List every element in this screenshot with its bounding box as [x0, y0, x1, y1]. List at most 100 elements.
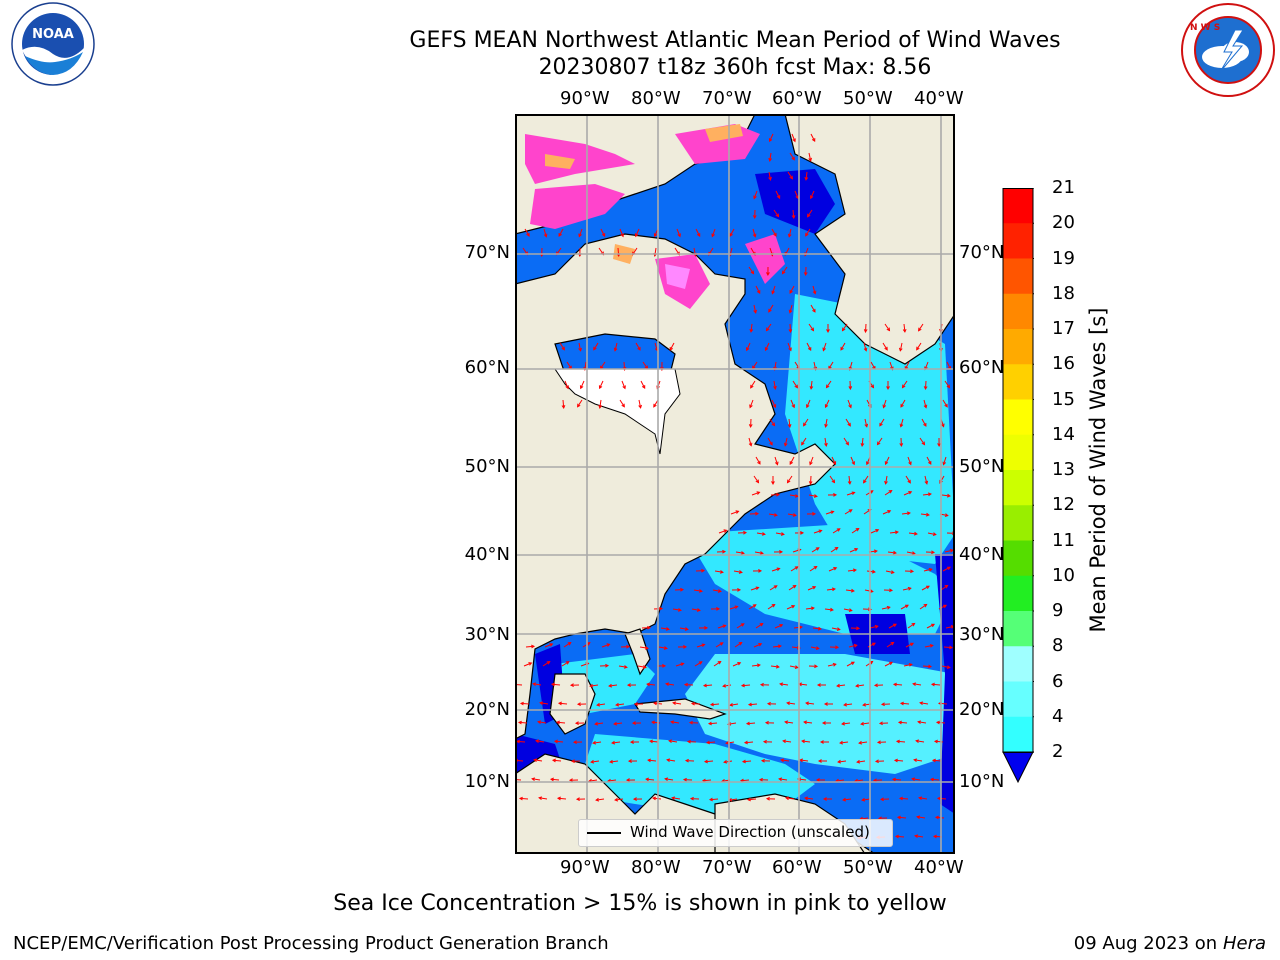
direction-arrowhead [929, 644, 934, 648]
direction-arrowhead [752, 215, 757, 220]
direction-arrow [867, 642, 876, 648]
direction-arrow [921, 418, 927, 427]
direction-arrowhead [645, 777, 649, 782]
direction-arrow [748, 703, 758, 706]
direction-arrow [740, 779, 750, 782]
direction-arrow [711, 228, 716, 237]
direction-arrow [824, 608, 833, 611]
direction-arrow [610, 760, 619, 763]
direction-arrow [831, 627, 840, 631]
direction-arrow [601, 643, 610, 648]
colorbar-svg [1002, 187, 1034, 784]
direction-arrowhead [942, 461, 947, 466]
direction-arrow [837, 684, 846, 687]
direction-arrowhead [688, 720, 693, 725]
direction-arrowhead [853, 643, 858, 648]
direction-arrow [905, 642, 914, 648]
direction-arrow [822, 342, 827, 351]
direction-arrow [812, 627, 821, 630]
direction-arrow [558, 228, 564, 237]
direction-arrowhead [834, 547, 839, 551]
direction-arrowhead [819, 740, 824, 744]
direction-arrowhead [923, 423, 927, 427]
direction-arrow [904, 361, 910, 370]
direction-arrow [768, 513, 777, 516]
lat-label-right-50: 50°N [959, 456, 1005, 477]
direction-arrow [564, 380, 569, 389]
direction-arrowhead [934, 815, 939, 820]
direction-arrowhead [773, 513, 778, 517]
direction-arrow [768, 171, 771, 180]
direction-arrow [779, 778, 788, 781]
direction-arrowhead [873, 549, 878, 554]
direction-arrow [790, 566, 799, 572]
direction-arrow [918, 721, 927, 724]
direction-arrowhead [740, 551, 745, 555]
direction-arrow [550, 778, 560, 781]
direction-arrowhead [719, 642, 724, 646]
direction-arrow [830, 547, 838, 553]
direction-arrow [596, 798, 605, 801]
direction-arrowhead [641, 385, 646, 390]
direction-arrowhead [747, 702, 752, 707]
direction-arrowhead [884, 480, 888, 485]
sea-ice-caption: Sea Ice Concentration > 15% is shown in … [333, 891, 947, 916]
direction-arrow [920, 702, 929, 705]
direction-arrowhead [771, 481, 775, 486]
direction-arrowhead [816, 683, 821, 687]
direction-arrowhead [893, 623, 897, 627]
direction-arrowhead [801, 441, 805, 446]
direction-arrow [695, 228, 701, 237]
direction-arrowhead [806, 404, 810, 409]
direction-arrow [804, 721, 813, 724]
direction-arrow [768, 304, 774, 313]
direction-arrow [792, 209, 795, 219]
direction-arrowhead [608, 683, 613, 688]
direction-arrowhead [593, 346, 597, 351]
legend-label: Wind Wave Direction (unscaled) [630, 823, 870, 841]
lat-label-left-60: 60°N [464, 357, 510, 378]
direction-arrowhead [683, 682, 688, 687]
direction-arrow [808, 152, 812, 161]
direction-arrowhead [908, 461, 912, 466]
direction-arrow [806, 399, 811, 408]
direction-arrowhead [651, 720, 655, 725]
direction-arrow [881, 606, 890, 610]
direction-arrow [850, 456, 855, 465]
direction-arrow [842, 323, 848, 331]
direction-arrow [753, 304, 757, 313]
noaa-logo-icon: NOAA [3, 2, 103, 86]
direction-arrowhead [746, 347, 750, 352]
direction-arrow [516, 740, 526, 743]
direction-arrow [810, 133, 816, 142]
direction-arrowhead [911, 622, 916, 627]
direction-arrowhead [596, 702, 601, 707]
direction-arrow [520, 702, 530, 705]
direction-arrow [813, 530, 822, 534]
direction-arrow [752, 361, 758, 369]
direction-arrow [887, 551, 896, 554]
direction-arrowhead [625, 778, 630, 782]
direction-arrow [665, 778, 674, 781]
direction-arrow [809, 566, 817, 572]
direction-arrow [667, 759, 676, 762]
direction-arrowhead [861, 797, 866, 802]
direction-arrowhead [932, 834, 937, 839]
footer-date-text: 09 Aug 2023 on [1073, 933, 1218, 954]
direction-arrowhead [734, 605, 739, 610]
direction-arrowhead [528, 662, 533, 666]
direction-arrowhead [716, 607, 721, 611]
direction-arrow [831, 456, 836, 465]
lon-label-bottom-5: 50°W [843, 857, 893, 878]
direction-arrow [637, 665, 646, 668]
map-panel[interactable] [511, 113, 957, 855]
direction-arrowhead [539, 701, 544, 705]
direction-arrowhead [722, 624, 727, 629]
direction-arrow [810, 380, 813, 389]
direction-arrowhead [851, 461, 855, 466]
direction-arrowhead [949, 645, 954, 650]
direction-arrowhead [848, 509, 853, 513]
direction-arrow [693, 589, 702, 592]
direction-arrow [746, 342, 751, 351]
direction-arrow [769, 585, 778, 591]
